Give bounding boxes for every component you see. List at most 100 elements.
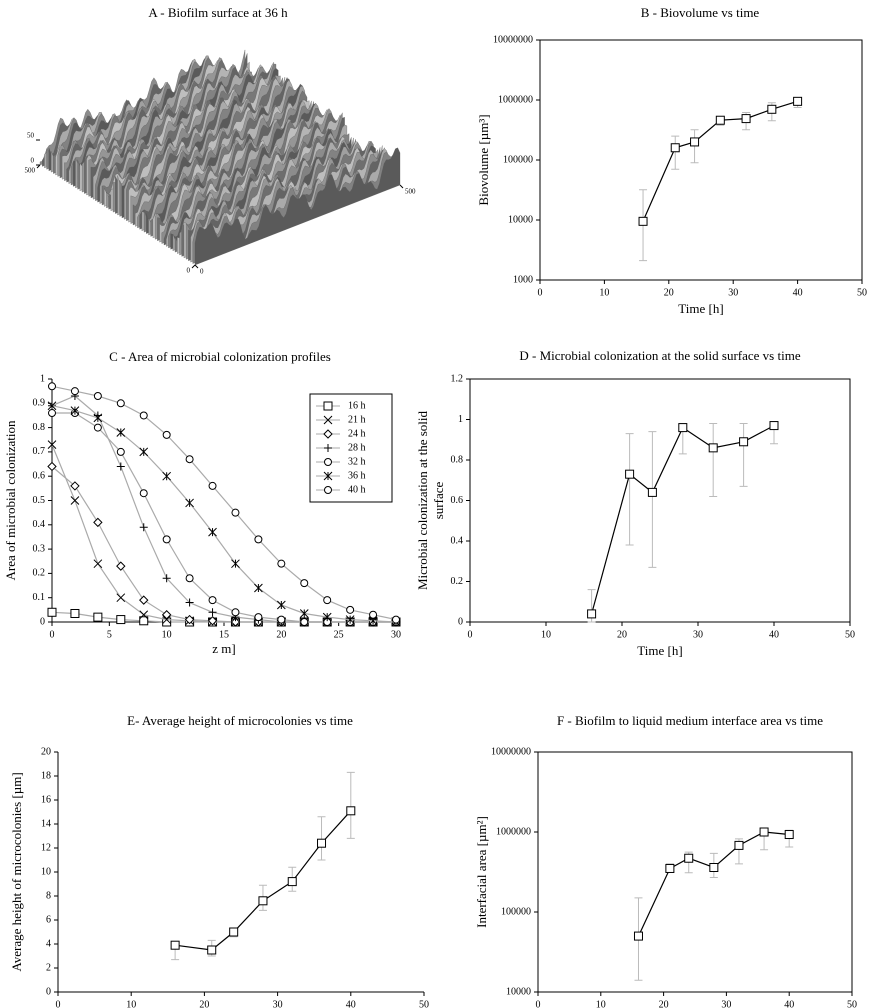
y-tick-label: 8	[46, 890, 51, 901]
x-tick-label: 10	[162, 629, 172, 640]
marker	[209, 608, 217, 616]
marker	[140, 448, 148, 456]
marker	[679, 424, 687, 432]
marker	[209, 528, 217, 536]
marker	[255, 536, 262, 543]
marker	[393, 616, 400, 623]
x-tick-label: 30	[728, 287, 738, 298]
marker	[186, 575, 193, 582]
y-tick-label: 20	[41, 746, 51, 757]
chart-title: B - Biovolume vs time	[641, 5, 760, 20]
marker	[277, 601, 285, 609]
marker	[140, 596, 148, 604]
legend-label: 16 h	[348, 400, 366, 411]
x-tick-label: 0	[50, 629, 55, 640]
y-tick-label: 0	[40, 616, 45, 627]
marker	[186, 456, 193, 463]
marker	[117, 448, 124, 455]
marker	[639, 217, 647, 225]
y-tick-label: 16	[41, 794, 51, 805]
marker	[255, 614, 262, 621]
y-tick-label: 0	[458, 616, 463, 627]
x-tick-label: 30	[273, 999, 283, 1008]
marker	[735, 841, 743, 849]
marker	[94, 613, 102, 621]
y-tick-label: 1	[40, 373, 45, 384]
y-tick-label: 0.4	[33, 519, 46, 530]
x-tick-label: 500	[405, 188, 416, 196]
marker	[318, 839, 326, 847]
marker	[117, 616, 125, 624]
y-tick-label: 0	[46, 986, 51, 997]
marker	[742, 115, 750, 123]
chart-title: D - Microbial colonization at the solid …	[519, 348, 800, 363]
chart-title: A - Biofilm surface at 36 h	[148, 5, 288, 20]
y-tick-label: 0.5	[33, 495, 46, 506]
x-tick-label: 30	[721, 999, 731, 1008]
y-tick-label: 0.6	[451, 495, 464, 506]
y-tick-label: 0.4	[451, 535, 464, 546]
y-tick-label: 1000000	[498, 94, 533, 105]
marker	[768, 105, 776, 113]
y-tick-label: 4	[46, 938, 51, 949]
marker	[171, 941, 179, 949]
x-tick-label: 20	[276, 629, 286, 640]
y-tick-label: 1000	[513, 274, 533, 285]
plot-frame	[540, 40, 862, 280]
chart-title: E- Average height of microcolonies vs ti…	[127, 713, 353, 728]
marker	[301, 619, 308, 626]
error-bar	[347, 772, 355, 838]
y-tick-label: 0	[187, 267, 191, 275]
x-tick-label: 25	[334, 629, 344, 640]
legend-label: 24 h	[348, 428, 366, 439]
error-bar	[740, 424, 748, 487]
x-tick-label: 20	[617, 629, 627, 640]
z-tick-label: 50	[27, 132, 35, 140]
y-axis-label: Biovolume [µm³]	[476, 114, 491, 205]
y-tick-label: 0.1	[33, 592, 46, 603]
marker	[117, 400, 124, 407]
marker	[71, 388, 78, 395]
marker	[94, 560, 102, 568]
y-tick-label: 1	[458, 414, 463, 425]
x-tick-label: 0	[200, 268, 204, 276]
error-bar	[709, 424, 717, 497]
legend-marker	[325, 487, 332, 494]
legend-label: 21 h	[348, 414, 366, 425]
y-tick-label: 14	[41, 818, 51, 829]
series-line	[639, 832, 790, 936]
y-tick-label: 500	[25, 167, 36, 175]
marker	[666, 864, 674, 872]
marker	[740, 438, 748, 446]
y-tick-label: 0.6	[33, 470, 46, 481]
marker	[94, 518, 102, 526]
marker	[634, 932, 642, 940]
x-tick-label: 10	[126, 999, 136, 1008]
x-tick-label: 50	[847, 999, 857, 1008]
y-tick-label: 10	[41, 866, 51, 877]
y-tick-label: 100000	[501, 906, 531, 917]
y-tick-label: 12	[41, 842, 51, 853]
x-tick-label: 0	[536, 999, 541, 1008]
y-tick-label: 0.9	[33, 398, 46, 409]
marker	[716, 116, 724, 124]
legend-label: 28 h	[348, 442, 366, 453]
legend-marker	[324, 402, 332, 410]
marker	[94, 424, 101, 431]
x-axis-label: Time [h]	[678, 301, 723, 316]
marker	[288, 878, 296, 886]
x-tick-label: 40	[346, 999, 356, 1008]
marker	[117, 428, 125, 436]
x-tick-label: 40	[769, 629, 779, 640]
marker	[588, 610, 596, 618]
x-tick	[400, 185, 403, 188]
x-tick-label: 5	[107, 629, 112, 640]
y-tick-label: 18	[41, 770, 51, 781]
legend-marker	[325, 459, 332, 466]
plot-frame	[470, 379, 850, 622]
z-tick-label: 0	[31, 157, 35, 165]
marker	[209, 597, 216, 604]
marker	[163, 431, 170, 438]
marker	[71, 609, 79, 617]
marker	[709, 444, 717, 452]
